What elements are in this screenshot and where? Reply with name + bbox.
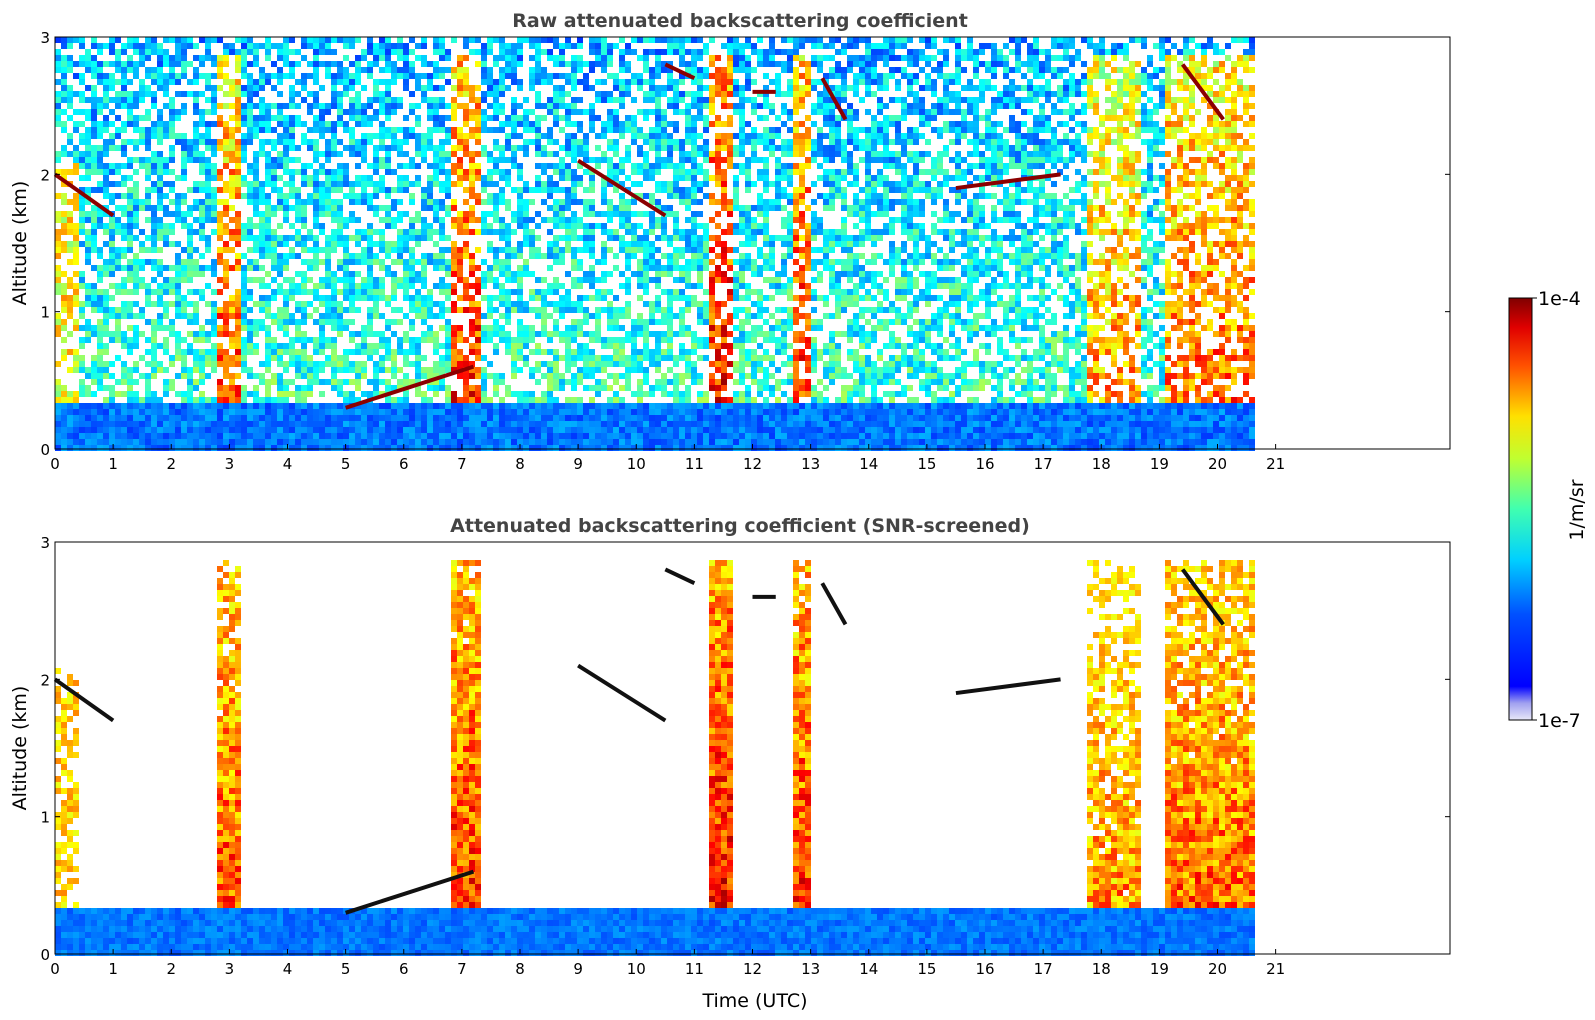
colorbar: 1e-4 1e-7 1/m/sr <box>1508 288 1588 732</box>
x-tick-label: 14 <box>859 960 878 978</box>
panel-title-raw: Raw attenuated backscattering coefficien… <box>512 10 968 32</box>
y-tick-label: 2 <box>40 671 50 689</box>
x-tick-label: 4 <box>283 960 293 978</box>
colorbar-label: 1/m/sr <box>1566 479 1588 540</box>
y-axis-label-raw: Altitude (km) <box>9 181 31 306</box>
x-tick-label: 11 <box>685 455 704 473</box>
heatmap-raw <box>53 37 1255 451</box>
x-tick-label: 3 <box>225 960 235 978</box>
panel-raw: Raw attenuated backscattering coefficien… <box>9 10 1451 473</box>
x-ticks-raw: 0 1 2 3 4 5 6 7 8 9 10 11 12 13 14 15 16 17 18 19 20 21 <box>50 444 1285 473</box>
x-tick-label: 8 <box>515 960 525 978</box>
colorbar-gradient <box>1508 297 1533 721</box>
heatmap-screened <box>53 560 1255 956</box>
x-tick-label: 12 <box>743 960 762 978</box>
x-axis-label: Time (UTC) <box>701 990 807 1012</box>
x-tick-label: 8 <box>515 455 525 473</box>
x-tick-label: 0 <box>50 455 60 473</box>
x-tick-label: 18 <box>1092 455 1111 473</box>
x-tick-label: 15 <box>917 960 936 978</box>
x-tick-label: 14 <box>859 455 878 473</box>
x-tick-label: 2 <box>166 960 176 978</box>
x-tick-label: 9 <box>573 455 583 473</box>
x-tick-label: 13 <box>801 960 820 978</box>
x-ticks-screened: 0 1 2 3 4 5 6 7 8 9 10 11 12 13 14 15 16 17 18 19 20 21 <box>50 949 1285 978</box>
x-tick-label: 6 <box>399 455 409 473</box>
x-tick-label: 7 <box>457 960 467 978</box>
x-tick-label: 18 <box>1092 960 1111 978</box>
y-tick-label: 3 <box>40 29 50 47</box>
y-ticks-screened: 0 1 2 3 <box>40 534 1450 964</box>
y-tick-label: 1 <box>40 809 50 827</box>
x-tick-label: 6 <box>399 960 409 978</box>
y-tick-label: 3 <box>40 534 50 552</box>
x-tick-label: 3 <box>225 455 235 473</box>
x-tick-label: 15 <box>917 455 936 473</box>
y-tick-label: 2 <box>40 166 50 184</box>
panel-title-screened: Attenuated backscattering coefficient (S… <box>450 515 1030 537</box>
x-tick-label: 10 <box>627 455 646 473</box>
x-tick-label: 12 <box>743 455 762 473</box>
x-tick-label: 17 <box>1034 455 1053 473</box>
colorbar-max-label: 1e-4 <box>1538 288 1581 310</box>
x-tick-label: 5 <box>341 960 351 978</box>
x-tick-label: 10 <box>627 960 646 978</box>
x-tick-label: 2 <box>166 455 176 473</box>
panel-screened: Attenuated backscattering coefficient (S… <box>9 515 1451 1012</box>
x-tick-label: 19 <box>1150 455 1169 473</box>
y-tick-label: 0 <box>40 441 50 459</box>
y-tick-label: 1 <box>40 304 50 322</box>
x-tick-label: 19 <box>1150 960 1169 978</box>
colorbar-min-label: 1e-7 <box>1538 710 1581 732</box>
y-ticks-raw: 0 1 2 3 <box>40 29 1450 459</box>
x-tick-label: 21 <box>1266 455 1285 473</box>
y-tick-label: 0 <box>40 946 50 964</box>
x-tick-label: 11 <box>685 960 704 978</box>
x-tick-label: 9 <box>573 960 583 978</box>
x-tick-label: 13 <box>801 455 820 473</box>
x-tick-label: 21 <box>1266 960 1285 978</box>
x-tick-label: 0 <box>50 960 60 978</box>
x-tick-label: 1 <box>108 455 118 473</box>
x-tick-label: 20 <box>1208 455 1227 473</box>
x-tick-label: 1 <box>108 960 118 978</box>
x-tick-label: 17 <box>1034 960 1053 978</box>
x-tick-label: 16 <box>975 455 994 473</box>
x-tick-label: 4 <box>283 455 293 473</box>
x-tick-label: 16 <box>975 960 994 978</box>
x-tick-label: 7 <box>457 455 467 473</box>
x-tick-label: 5 <box>341 455 351 473</box>
y-axis-label-screened: Altitude (km) <box>9 686 31 811</box>
x-tick-label: 20 <box>1208 960 1227 978</box>
